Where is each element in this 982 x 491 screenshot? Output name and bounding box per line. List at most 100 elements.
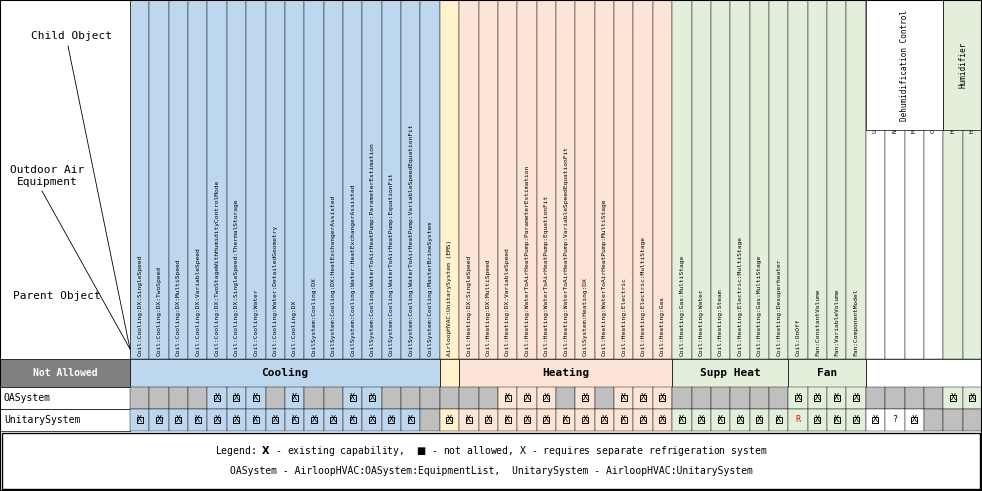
Bar: [440, 0, 460, 359]
Bar: [808, 0, 827, 359]
Text: X: X: [622, 415, 627, 425]
Bar: [440, 409, 460, 431]
Text: X: X: [466, 415, 471, 425]
Bar: [536, 0, 556, 359]
Bar: [640, 417, 646, 423]
Text: X: X: [389, 415, 394, 425]
Bar: [866, 0, 944, 130]
Bar: [808, 409, 827, 431]
Bar: [478, 409, 498, 431]
Text: Coil:Heating:Electric:MultiStage: Coil:Heating:Electric:MultiStage: [640, 236, 645, 356]
Bar: [924, 0, 944, 359]
Text: X: X: [524, 393, 529, 403]
Text: Coil:Cooling:DX:TwoSpeed: Coil:Cooling:DX:TwoSpeed: [156, 266, 162, 356]
Text: X: X: [660, 415, 665, 425]
Text: Coil:Heating:DX:VariableSpeed: Coil:Heating:DX:VariableSpeed: [505, 247, 510, 356]
Bar: [0, 387, 130, 409]
Bar: [582, 417, 588, 423]
Text: Parent Object: Parent Object: [13, 291, 101, 301]
Bar: [169, 409, 189, 431]
Text: X: X: [273, 415, 278, 425]
Bar: [265, 409, 285, 431]
Bar: [795, 395, 801, 401]
Text: Fan:VariableVolume: Fan:VariableVolume: [835, 289, 840, 356]
Bar: [944, 387, 962, 409]
Bar: [518, 409, 536, 431]
Bar: [575, 387, 595, 409]
Bar: [944, 409, 962, 431]
Bar: [691, 387, 711, 409]
Bar: [749, 0, 769, 359]
Text: Coil:Heating:Electric:MultiStage: Coil:Heating:Electric:MultiStage: [737, 236, 742, 356]
Text: X: X: [505, 393, 510, 403]
Text: CoilSystem:Cooling:DX: CoilSystem:Cooling:DX: [311, 277, 316, 356]
Text: X: X: [195, 415, 200, 425]
Text: Coil:Heating:Electric: Coil:Heating:Electric: [622, 277, 627, 356]
Bar: [343, 0, 362, 359]
Bar: [679, 417, 684, 423]
Bar: [401, 0, 420, 359]
Text: X: X: [351, 415, 355, 425]
Bar: [885, 387, 904, 409]
Bar: [292, 395, 298, 401]
Bar: [711, 409, 731, 431]
Bar: [911, 417, 917, 423]
Text: Coil:Cooling:Water: Coil:Cooling:Water: [253, 289, 258, 356]
Bar: [246, 387, 265, 409]
Bar: [614, 0, 633, 359]
Text: X: X: [757, 415, 762, 425]
Text: CoilSystem:Cooling:Water:HeatExchangerAssisted: CoilSystem:Cooling:Water:HeatExchangerAs…: [351, 184, 355, 356]
Bar: [749, 387, 769, 409]
Bar: [227, 409, 246, 431]
Text: X: X: [718, 415, 723, 425]
Text: Dehumidification Control: Dehumidification Control: [900, 9, 909, 120]
Text: X: X: [544, 393, 549, 403]
Text: X: X: [911, 415, 917, 425]
Bar: [673, 409, 691, 431]
Text: CoilSystem:Heating:DX: CoilSystem:Heating:DX: [582, 277, 587, 356]
Bar: [789, 409, 808, 431]
Bar: [169, 387, 189, 409]
Bar: [350, 417, 355, 423]
Text: Outdoor Air
Equipment: Outdoor Air Equipment: [10, 165, 84, 187]
Bar: [440, 387, 460, 409]
Bar: [2, 433, 980, 489]
Text: OASystem: OASystem: [4, 393, 51, 403]
Bar: [846, 0, 866, 359]
Bar: [731, 409, 749, 431]
Text: X: X: [680, 415, 684, 425]
Bar: [285, 0, 304, 359]
Bar: [698, 417, 704, 423]
Text: Legend: $\bf{X}$ - existing capability,  $\blacksquare$ - not allowed, X - requi: Legend: $\bf{X}$ - existing capability, …: [215, 444, 767, 458]
Bar: [362, 0, 382, 359]
Text: Humidifier:Steam:Electric: Humidifier:Steam:Electric: [951, 39, 955, 133]
Bar: [350, 395, 355, 401]
Bar: [498, 409, 518, 431]
Bar: [556, 0, 575, 359]
Bar: [614, 409, 633, 431]
Bar: [673, 387, 691, 409]
Bar: [382, 0, 401, 359]
Text: Heating: Heating: [542, 368, 589, 378]
Text: X: X: [795, 393, 800, 403]
Bar: [420, 409, 440, 431]
Bar: [214, 395, 220, 401]
Text: X: X: [292, 415, 298, 425]
Text: Coil:Cooling:DX:MultiSpeed: Coil:Cooling:DX:MultiSpeed: [176, 258, 181, 356]
Bar: [653, 387, 673, 409]
Bar: [285, 409, 304, 431]
Bar: [311, 417, 317, 423]
Text: X: X: [640, 393, 645, 403]
Text: Coil:Heating:WaterToAirHeatPump:EquationFit: Coil:Heating:WaterToAirHeatPump:Equation…: [544, 195, 549, 356]
Bar: [814, 395, 820, 401]
Bar: [362, 409, 382, 431]
Bar: [944, 0, 982, 130]
Text: CoilSystem:Cooling:WaterToAirHeatPump:EquationFit: CoilSystem:Cooling:WaterToAirHeatPump:Eq…: [389, 172, 394, 356]
Bar: [640, 395, 646, 401]
Text: Multimode: Multimode: [911, 99, 917, 133]
Bar: [595, 387, 614, 409]
Bar: [885, 409, 904, 431]
Text: Cooling: Cooling: [261, 368, 308, 378]
Bar: [252, 395, 259, 401]
Bar: [536, 409, 556, 431]
